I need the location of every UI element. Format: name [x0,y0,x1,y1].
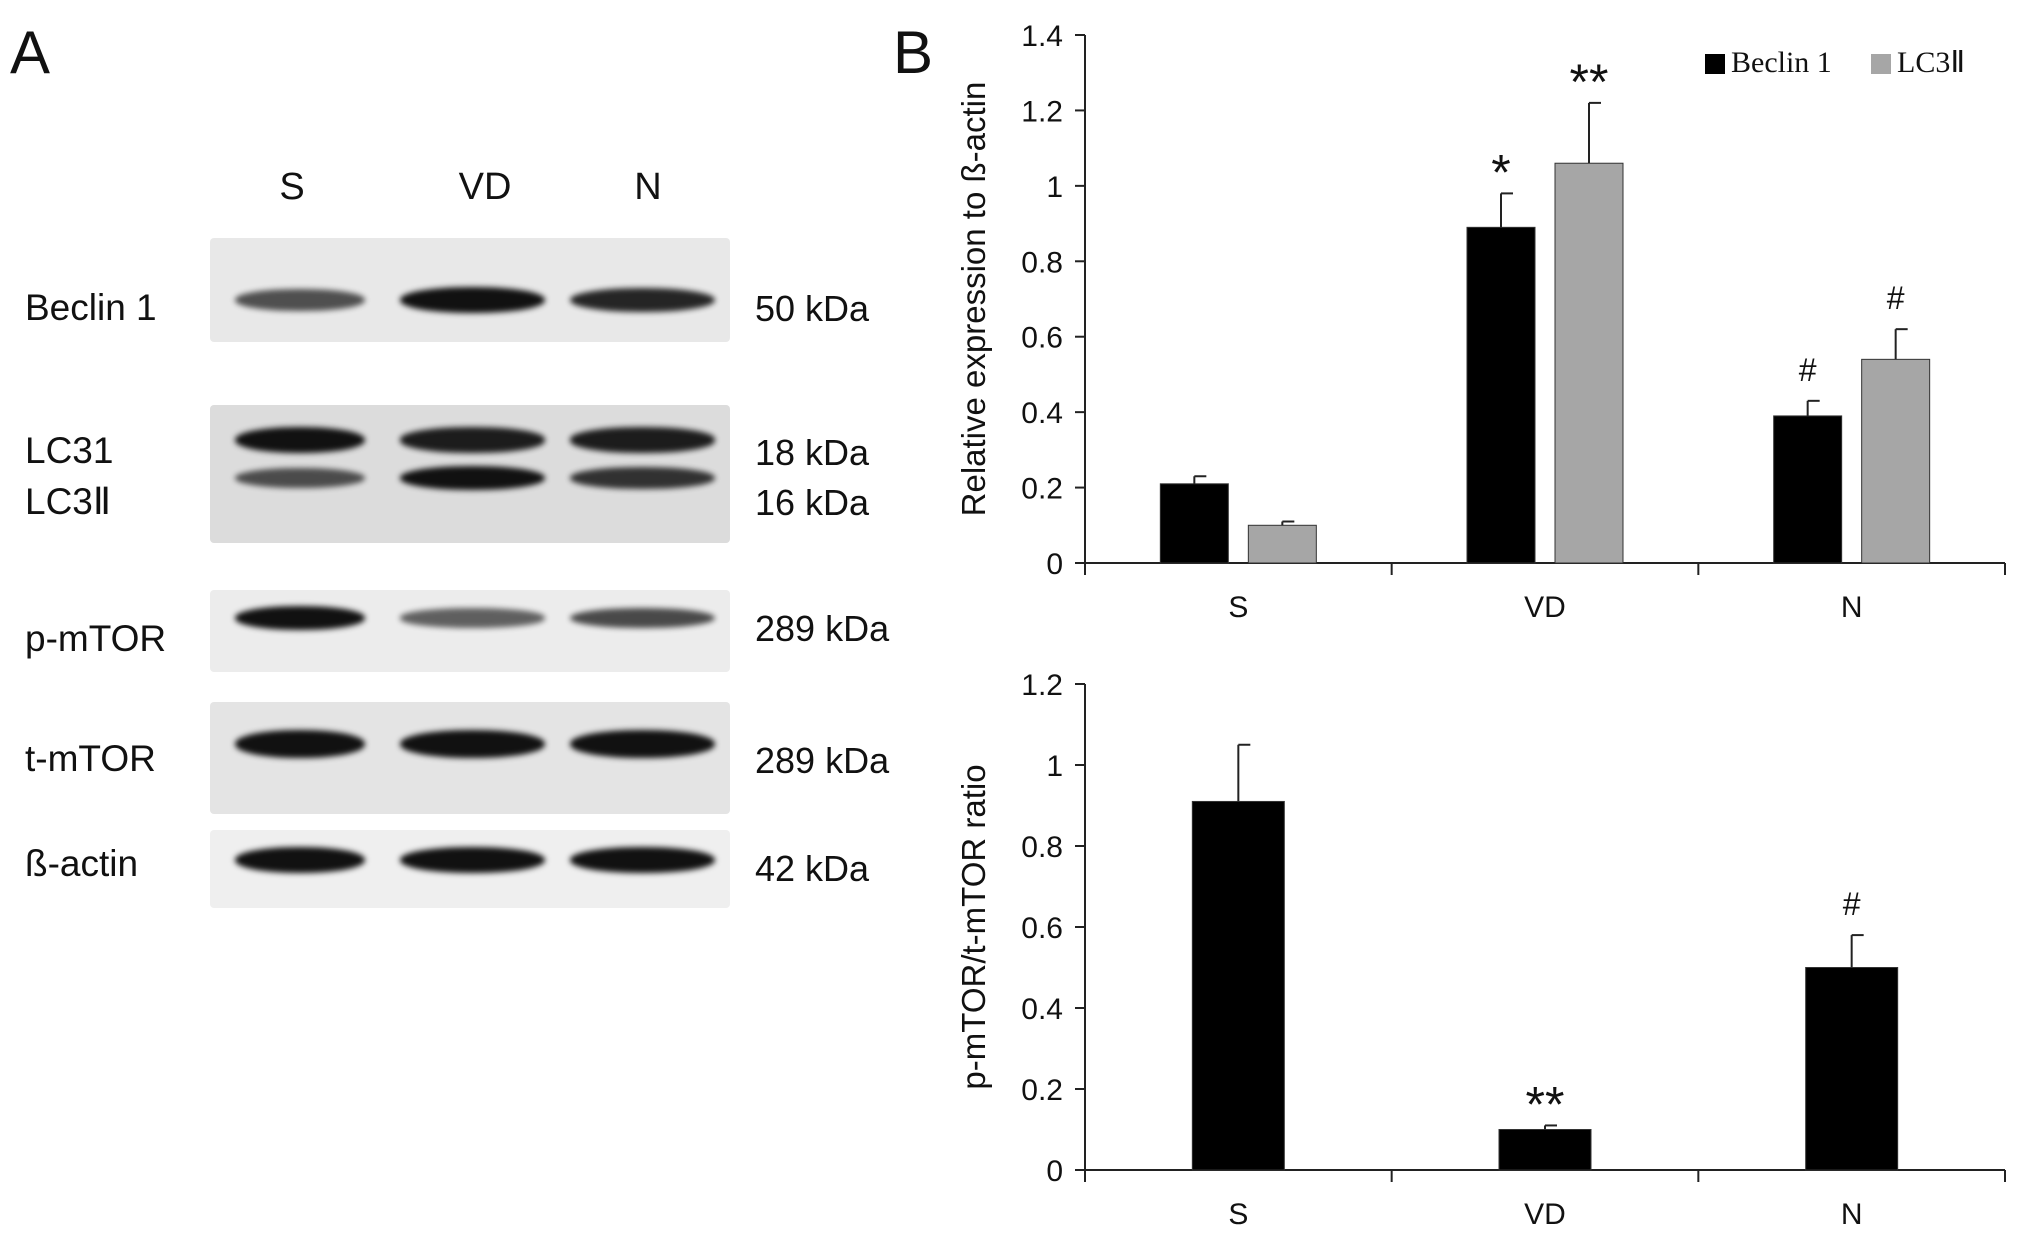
significance-mark: # [1799,352,1817,388]
blot-label-beclin1: Beclin 1 [25,287,157,328]
blot-band [400,427,545,453]
legend-swatch [1705,54,1725,74]
legend-swatch [1871,54,1891,74]
significance-mark: # [1887,280,1905,316]
y-tick-label: 0.8 [1021,246,1063,279]
legend-label: Beclin 1 [1731,46,1832,79]
blot-band [400,847,545,873]
y-tick-label: 1.2 [1021,95,1063,128]
y-tick-label: 0.4 [1021,397,1063,430]
significance-mark: ** [1570,54,1609,110]
blot-band [570,607,715,629]
x-tick-label: S [1228,591,1248,624]
lane-label-vd: VD [458,166,512,208]
y-tick-label: 0 [1046,548,1063,581]
lane-label-s: S [279,166,305,208]
bar [1861,358,1931,564]
blot-band [570,847,715,873]
y-tick-label: 0.6 [1021,322,1063,355]
panel-a-letter: A [10,19,51,86]
legend-label: LC3Ⅱ [1897,46,1965,79]
blot-strip-p-mtor [210,590,730,672]
kda-label-beta-actin: 42 kDa [755,848,870,889]
blot-band [400,287,545,313]
blot-strip-t-mtor [210,702,730,814]
kda-label-t-mtor: 289 kDa [755,740,890,781]
blot-band [235,467,365,489]
y-tick-label: 0.2 [1021,473,1063,506]
blot-band [400,730,545,758]
blot-band [570,287,715,313]
blot-label-beta-actin: ß-actin [25,843,139,884]
bar [1247,524,1317,564]
kda-label-lc3i: 18 kDa [755,432,870,473]
significance-mark: * [1491,144,1510,200]
bar [1466,226,1536,564]
blot-label-p-mtor: p-mTOR [25,618,167,659]
blot-band [400,608,545,628]
kda-label-lc3ii: 16 kDa [755,482,870,523]
blot-band [235,847,365,873]
panel-b-letter: B [893,19,934,86]
bar [1554,162,1624,564]
y-tick-label: 1.4 [1021,20,1063,53]
blot-band [570,467,715,489]
bar [1773,415,1843,564]
kda-label-beclin1: 50 kDa [755,288,870,329]
blot-band [235,427,365,453]
blot-band [570,730,715,758]
blot-label-lc3ii: LC3Ⅱ [25,481,112,522]
blot-band [235,606,365,630]
blot-band [570,427,715,453]
x-tick-label: VD [1524,591,1566,624]
blot-label-t-mtor: t-mTOR [25,738,156,779]
blot-band [400,466,545,490]
kda-label-p-mtor: 289 kDa [755,608,890,649]
bar [1159,483,1229,564]
y-tick-label: 1 [1046,171,1063,204]
y-axis-label: Relative expression to ß-actin [955,82,992,517]
x-tick-label: N [1841,591,1863,624]
blot-band [235,289,365,311]
blot-label-lc3i: LC31 [25,430,114,471]
blot-band [235,730,365,758]
lane-label-n: N [634,166,662,208]
